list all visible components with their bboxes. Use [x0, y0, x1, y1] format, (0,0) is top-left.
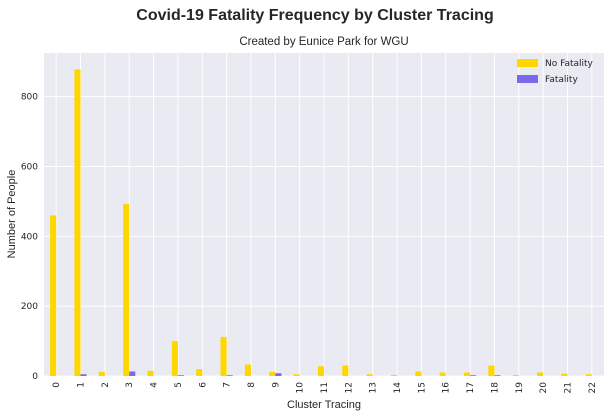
bar	[50, 215, 57, 376]
y-tick-label: 600	[21, 162, 38, 172]
bar	[196, 369, 203, 376]
x-tick-label: 9	[271, 382, 281, 388]
bar	[129, 371, 136, 376]
x-tick-label: 3	[125, 382, 135, 388]
bar	[488, 365, 495, 376]
x-axis-label: Cluster Tracing	[287, 399, 361, 411]
bar	[366, 374, 373, 376]
bar	[80, 374, 87, 376]
bar	[293, 374, 300, 376]
x-tick-label: 12	[344, 382, 354, 393]
bar	[439, 372, 446, 376]
bar	[275, 373, 282, 376]
y-tick-label: 0	[32, 372, 38, 382]
legend-swatch	[517, 59, 538, 67]
x-tick-label: 18	[490, 382, 500, 394]
x-tick-label: 13	[369, 382, 379, 393]
bar	[512, 374, 519, 376]
y-tick-label: 200	[21, 302, 38, 312]
bar	[317, 366, 324, 376]
y-axis-ticks: 0 200 400 600 800	[21, 93, 38, 382]
bar	[74, 69, 81, 376]
x-tick-label: 20	[539, 382, 549, 394]
chart-subtitle: Created by Eunice Park for WGU	[239, 36, 408, 48]
bar	[123, 203, 130, 376]
bar	[585, 374, 592, 376]
bar	[415, 371, 422, 376]
x-tick-label: 14	[393, 382, 403, 394]
bar	[464, 372, 471, 376]
bar	[537, 372, 544, 376]
x-tick-label: 6	[198, 382, 208, 388]
bar	[494, 375, 501, 376]
legend-label: No Fatality	[545, 59, 594, 69]
bar	[269, 371, 276, 376]
x-tick-label: 0	[52, 382, 62, 388]
bar	[147, 370, 154, 376]
x-tick-label: 2	[101, 382, 111, 388]
x-tick-label: 16	[442, 382, 452, 394]
bar	[342, 365, 349, 376]
x-tick-label: 15	[417, 382, 427, 393]
legend-label: Fatality	[545, 75, 578, 85]
x-tick-label: 21	[563, 382, 573, 393]
bar	[220, 336, 227, 376]
y-tick-label: 400	[21, 232, 38, 242]
bar	[226, 375, 233, 376]
x-tick-label: 7	[223, 382, 233, 388]
bar	[390, 374, 398, 376]
y-axis-label: Number of People	[6, 170, 18, 259]
bar	[244, 364, 251, 376]
x-tick-label: 19	[515, 382, 525, 394]
x-axis-ticks: 0 1 2 3 4 5 6 7 8 9 10 11 12 13 14 15 16 17 18 19 20 21 22	[52, 382, 598, 394]
bar	[171, 341, 178, 376]
x-tick-label: 1	[77, 382, 87, 388]
chart-title: Covid-19 Fatality Frequency by Cluster T…	[136, 7, 493, 24]
x-tick-label: 11	[320, 382, 330, 393]
legend-swatch	[517, 75, 538, 83]
x-tick-label: 22	[588, 382, 598, 393]
bars	[50, 69, 592, 376]
x-tick-label: 10	[296, 382, 306, 394]
legend: No Fatality Fatality	[517, 59, 594, 85]
bar	[470, 375, 477, 376]
bar	[561, 373, 568, 376]
x-tick-label: 4	[150, 382, 160, 388]
bar	[177, 375, 184, 376]
y-tick-label: 800	[21, 93, 38, 103]
x-tick-label: 8	[247, 382, 257, 388]
x-tick-label: 5	[174, 382, 184, 388]
gridlines	[44, 53, 604, 377]
x-tick-label: 17	[466, 382, 476, 393]
bar	[98, 371, 105, 376]
